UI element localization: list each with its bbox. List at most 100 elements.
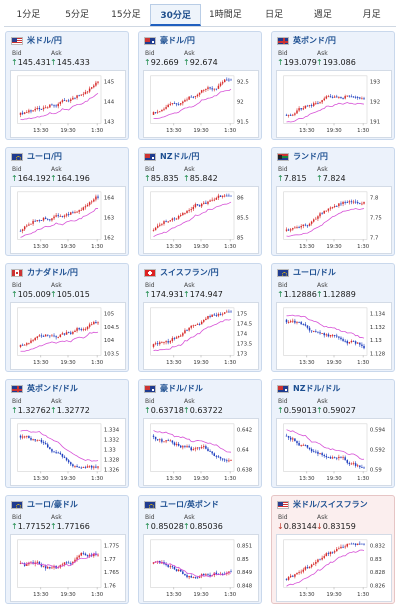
rate-card[interactable]: スイスフラン/円 Bid Ask ↑174.931 ↑174.947 175 174.5 17…: [138, 263, 262, 372]
candle-body: [173, 338, 176, 339]
rate-card[interactable]: 豪ドル/円 Bid Ask ↑92.669 ↑92.674 92.5 92 91.5 13:30…: [138, 31, 262, 140]
candle-body: [23, 226, 26, 230]
candle-body: [331, 551, 334, 553]
tab-7[interactable]: 月足: [362, 10, 381, 20]
candle-body: [296, 441, 298, 444]
chart-background: [11, 187, 125, 253]
currency-pair-name[interactable]: 豪ドル/ドル: [160, 384, 203, 393]
rate-card[interactable]: ランド/円 Bid Ask ↑7.815 ↑7.824 7.8 7.75 7.7 13:30 19…: [271, 147, 395, 256]
candle-body: [215, 314, 218, 316]
y-tick-label: 0.848: [237, 583, 253, 589]
currency-pair-name[interactable]: スイスフラン/円: [160, 268, 219, 277]
rate-card-header: カナダドル/円: [11, 267, 123, 278]
candle-body: [315, 102, 317, 104]
candle-body: [306, 325, 309, 328]
rate-card[interactable]: カナダドル/円 Bid Ask ↑105.009 ↑105.015 105 104.5 104…: [5, 263, 129, 372]
candle-body: [78, 95, 80, 97]
tab-0[interactable]: 1分足: [16, 10, 41, 20]
candle-body: [346, 543, 349, 547]
currency-pair-name[interactable]: ランド/円: [293, 152, 328, 161]
mini-candlestick-chart[interactable]: 145 144 143 13:30 19:30 1:30: [10, 70, 126, 138]
rate-card[interactable]: 英ポンド/円 Bid Ask ↑193.079 ↑193.086 193 192 191 13:…: [271, 31, 395, 140]
tab-3[interactable]: 30分足: [150, 4, 201, 26]
candle-body: [310, 221, 313, 224]
candle-body: [59, 452, 62, 455]
currency-pair-name[interactable]: 米ドル/スイスフラン: [293, 500, 368, 509]
mini-candlestick-chart[interactable]: 1.775 1.77 1.765 1.76 13:30 19:30 1:30: [10, 534, 126, 602]
mini-candlestick-chart[interactable]: 175 174.5 174 173.5 173 13:30 19:30 1:30: [143, 302, 259, 370]
mini-candlestick-chart[interactable]: 92.5 92 91.5 13:30 19:30 1:30: [143, 70, 259, 138]
rate-card[interactable]: 豪ドル/ドル Bid Ask ↑0.63718 ↑0.63722 0.642 0.64 0.6…: [138, 379, 262, 488]
tab-6[interactable]: 週足: [313, 10, 332, 20]
y-tick-label: 0.64: [237, 448, 249, 454]
chart-svg: 0.832 0.83 0.828 0.826 13:30 19:30 1:30: [277, 535, 391, 601]
tab-1[interactable]: 5分足: [65, 10, 89, 20]
rate-card[interactable]: 米ドル/円 Bid Ask ↑145.431 ↑145.433 145 144 143 13:3…: [5, 31, 129, 140]
candle-body: [350, 543, 353, 545]
rate-card[interactable]: ユーロ/豪ドル Bid Ask ↑1.77152 ↑1.77166 1.775 1.77 1.…: [5, 495, 129, 604]
currency-pair-name[interactable]: カナダドル/円: [27, 268, 78, 277]
currency-pair-name[interactable]: NZドル/円: [160, 152, 200, 161]
candle-body: [84, 467, 87, 468]
currency-pair-name[interactable]: ユーロ/円: [27, 152, 62, 161]
currency-pair-name[interactable]: NZドル/ドル: [293, 384, 341, 393]
candle-body: [26, 225, 28, 227]
y-tick-label: 192: [370, 100, 380, 106]
mini-candlestick-chart[interactable]: 0.594 0.592 0.59 13:30 19:30 1:30: [276, 418, 392, 486]
candle-body: [213, 314, 216, 316]
candle-body: [344, 457, 346, 461]
rate-card[interactable]: 英ポンド/ドル Bid Ask ↑1.32762 ↑1.32772 1.334 1.332 1…: [5, 379, 129, 488]
candle-body: [86, 326, 89, 329]
rate-card[interactable]: 米ドル/スイスフラン Bid Ask ↓0.83144 ↓0.83159 0.832 0.8…: [271, 495, 395, 604]
candle-body: [200, 203, 203, 207]
candle-body: [51, 449, 53, 452]
rate-card[interactable]: ユーロ/円 Bid Ask ↑164.192 ↑164.196 164 163 162 13:3…: [5, 147, 129, 256]
candle-body: [152, 562, 155, 564]
currency-pair-name[interactable]: 豪ドル/円: [160, 36, 195, 45]
mini-candlestick-chart[interactable]: 86 85.5 85 13:30 19:30 1:30: [143, 186, 259, 254]
rate-card[interactable]: ユーロ/英ポンド Bid Ask ↑0.85028 ↑0.85036 0.851 0.85 0…: [138, 495, 262, 604]
currency-pair-name[interactable]: ユーロ/ドル: [293, 268, 336, 277]
mini-candlestick-chart[interactable]: 164 163 162 13:30 19:30 1:30: [10, 186, 126, 254]
currency-pair-name[interactable]: 英ポンド/円: [293, 36, 336, 45]
rate-card[interactable]: ユーロ/ドル Bid Ask ↑1.12886 ↑1.12889 1.134 1.132 1.…: [271, 263, 395, 372]
candle-body: [46, 218, 49, 220]
currency-pair-name[interactable]: ユーロ/英ポンド: [160, 500, 219, 509]
mini-candlestick-chart[interactable]: 0.642 0.64 0.638 13:30 19:30 1:30: [143, 418, 259, 486]
candle-body: [302, 324, 305, 325]
candle-body: [294, 320, 296, 323]
mini-candlestick-chart[interactable]: 105 104.5 104 103.5 13:30 19:30 1:30: [10, 302, 126, 370]
chart-background: [11, 71, 125, 137]
mini-candlestick-chart[interactable]: 7.8 7.75 7.7 13:30 19:30 1:30: [276, 186, 392, 254]
candle-body: [26, 435, 28, 437]
rate-card[interactable]: NZドル/ドル Bid Ask ↑0.59013 ↑0.59027 0.594 0.592 0…: [271, 379, 395, 488]
tab-2[interactable]: 15分足: [111, 10, 141, 20]
rate-card[interactable]: NZドル/円 Bid Ask ↑85.835 ↑85.842 86 85.5 85 13:30 1…: [138, 147, 262, 256]
mini-candlestick-chart[interactable]: 1.134 1.132 1.13 1.128 13:30 19:30 1:30: [276, 302, 392, 370]
mini-candlestick-chart[interactable]: 1.334 1.332 1.33 1.328 1.326 13:30 19:30 1:30: [10, 418, 126, 486]
chart-frame: [150, 191, 235, 240]
ask-label: Ask: [184, 398, 195, 405]
currency-pair-name[interactable]: 英ポンド/ドル: [27, 384, 78, 393]
mini-candlestick-chart[interactable]: 0.851 0.85 0.849 0.848 13:30 19:30 1:30: [143, 534, 259, 602]
candle-body: [323, 455, 325, 457]
candle-body: [34, 337, 36, 341]
candle-body: [184, 446, 186, 448]
currency-pair-name[interactable]: ユーロ/豪ドル: [27, 500, 78, 509]
tab-4[interactable]: 1時間足: [209, 10, 242, 20]
mini-candlestick-chart[interactable]: 0.832 0.83 0.828 0.826 13:30 19:30 1:30: [276, 534, 392, 602]
chart-background: [11, 303, 125, 369]
candle-body: [207, 201, 209, 204]
rate-card-header: 豪ドル/円: [144, 35, 256, 46]
candle-body: [163, 221, 165, 224]
bid-label: Bid: [278, 398, 288, 405]
candle-body: [194, 324, 197, 326]
candle-body: [188, 96, 190, 100]
tab-5[interactable]: 日足: [265, 10, 284, 20]
candle-body: [321, 557, 323, 560]
candle-body: [211, 88, 213, 90]
candle-body: [340, 97, 342, 99]
mini-candlestick-chart[interactable]: 193 192 191 13:30 19:30 1:30: [276, 70, 392, 138]
moving-average-line: [153, 430, 232, 453]
currency-pair-name[interactable]: 米ドル/円: [27, 36, 62, 45]
